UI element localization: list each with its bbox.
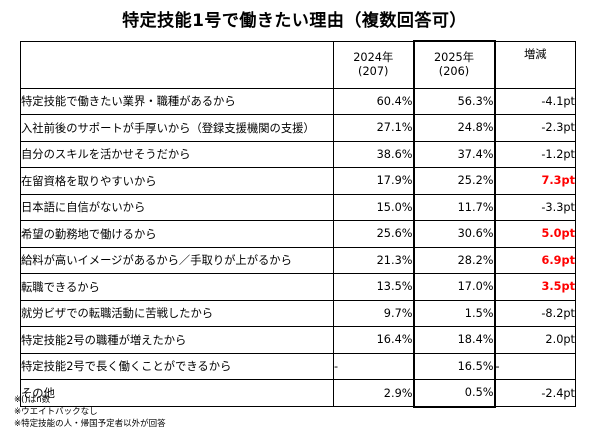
value-diff: 5.0pt (494, 220, 576, 248)
value-2024: 9.7% (333, 299, 414, 327)
header-label-cell (20, 40, 334, 89)
value-2024: 16.4% (333, 326, 414, 354)
row-label: 就労ビザでの転職活動に苦戦したから (20, 299, 334, 327)
value-diff: -1.2pt (494, 140, 576, 168)
header-row: 2024年 (207) 2025年 (206) 増減 (20, 40, 576, 89)
row-label: 入社前後のサポートが手厚いから（登録支援機関の支援） (20, 114, 334, 142)
value-diff: -4.1pt (494, 87, 576, 115)
row-label: 給料が高いイメージがあるから／手取りが上がるから (20, 246, 334, 274)
header-diff-label: 増減 (523, 47, 547, 61)
header-diff: 増減 (494, 40, 576, 89)
row-label: 特定技能2号の職種が増えたから (20, 326, 334, 354)
value-diff: -2.3pt (494, 114, 576, 142)
table-row: 入社前後のサポートが手厚いから（登録支援機関の支援） 27.1% 24.8% -2.3… (20, 114, 576, 142)
table-row: 自分のスキルを活かせそうだから 38.6% 37.4% -1.2pt (20, 140, 576, 168)
value-2025: 18.4% (412, 326, 496, 354)
value-diff: 2.0pt (494, 326, 576, 354)
footnote: ※特定技能の人・帰国予定者以外が回答 (14, 419, 166, 429)
table-row: 給料が高いイメージがあるから／手取りが上がるから 21.3% 28.2% 6.9pt (20, 246, 576, 274)
table-row: その他 2.9% 0.5% -2.4pt (20, 379, 576, 408)
row-label: 自分のスキルを活かせそうだから (20, 140, 334, 168)
footnote: ※()はn数 (14, 395, 51, 405)
value-2024: - (333, 352, 414, 380)
table-row: 就労ビザでの転職活動に苦戦したから 9.7% 1.5% -8.2pt (20, 299, 576, 327)
value-2024: 15.0% (333, 193, 414, 221)
footnote: ※ウエイトバックなし (14, 407, 98, 417)
value-2024: 60.4% (333, 87, 414, 115)
table-row: 特定技能2号で長く働くことができるから -16.5% - (20, 352, 576, 380)
value-2025: 37.4% (412, 140, 496, 168)
value-diff: -2.4pt (494, 379, 576, 407)
table-row: 特定技能2号の職種が増えたから 16.4% 18.4% 2.0pt (20, 326, 576, 354)
value-diff: -8.2pt (494, 299, 576, 327)
row-label: 希望の勤務地で働けるから (20, 220, 334, 248)
value-2024: 38.6% (333, 140, 414, 168)
value-2025: 28.2% (412, 246, 496, 274)
header-2024-n: (207) (358, 64, 389, 78)
footnotes: ※()はn数 ※ウエイトバックなし ※特定技能の人・帰国予定者以外が回答 (14, 394, 166, 430)
value-2025: 25.2% (412, 167, 496, 195)
value-2025: 56.3% (412, 87, 496, 115)
table-row: 特定技能で働きたい業界・職種があるから 60.4% 56.3% -4.1pt (20, 87, 576, 115)
header-2024: 2024年 (207) (333, 40, 414, 89)
value-2025: 0.5% (412, 379, 496, 408)
value-2025: 30.6% (412, 220, 496, 248)
value-diff: -3.3pt (494, 193, 576, 221)
header-2025: 2025年 (206) (412, 40, 496, 89)
value-2024: 17.9% (333, 167, 414, 195)
value-diff: 3.5pt (494, 273, 576, 301)
table-row: 転職できるから 13.5% 17.0% 3.5pt (20, 273, 576, 301)
row-label: その他 (20, 379, 334, 407)
table-row: 日本語に自信がないから 15.0% 11.7% -3.3pt (20, 193, 576, 221)
value-2024: 21.3% (333, 246, 414, 274)
table-row: 在留資格を取りやすいから 17.9% 25.2% 7.3pt (20, 167, 576, 195)
row-label: 特定技能で働きたい業界・職種があるから (20, 87, 334, 115)
row-label: 在留資格を取りやすいから (20, 167, 334, 195)
value-diff: 6.9pt (494, 246, 576, 274)
row-label: 特定技能2号で長く働くことができるから (20, 352, 334, 380)
header-2025-n: (206) (438, 64, 470, 78)
value-2025: 11.7% (412, 193, 496, 221)
table-row: 希望の勤務地で働けるから 25.6% 30.6% 5.0pt (20, 220, 576, 248)
value-2025: 24.8% (412, 114, 496, 142)
header-2025-year: 2025年 (433, 50, 475, 64)
value-diff: 7.3pt (494, 167, 576, 195)
comparison-table: 2024年 (207) 2025年 (206) 増減 特定技能で働きたい業界・職… (20, 40, 576, 408)
value-2025: 1.5% (412, 299, 496, 327)
value-2024: 27.1% (333, 114, 414, 142)
value-2025: 17.0% (412, 273, 496, 301)
value-2025: 16.5% (412, 352, 496, 380)
row-label: 転職できるから (20, 273, 334, 301)
value-2024: 13.5% (333, 273, 414, 301)
value-2024: 25.6% (333, 220, 414, 248)
row-label: 日本語に自信がないから (20, 193, 334, 221)
value-diff: - (494, 352, 576, 380)
value-2024: 2.9% (333, 379, 414, 407)
chart-title: 特定技能1号で働きたい理由（複数回答可） (122, 11, 467, 31)
header-2024-year: 2024年 (353, 50, 394, 64)
